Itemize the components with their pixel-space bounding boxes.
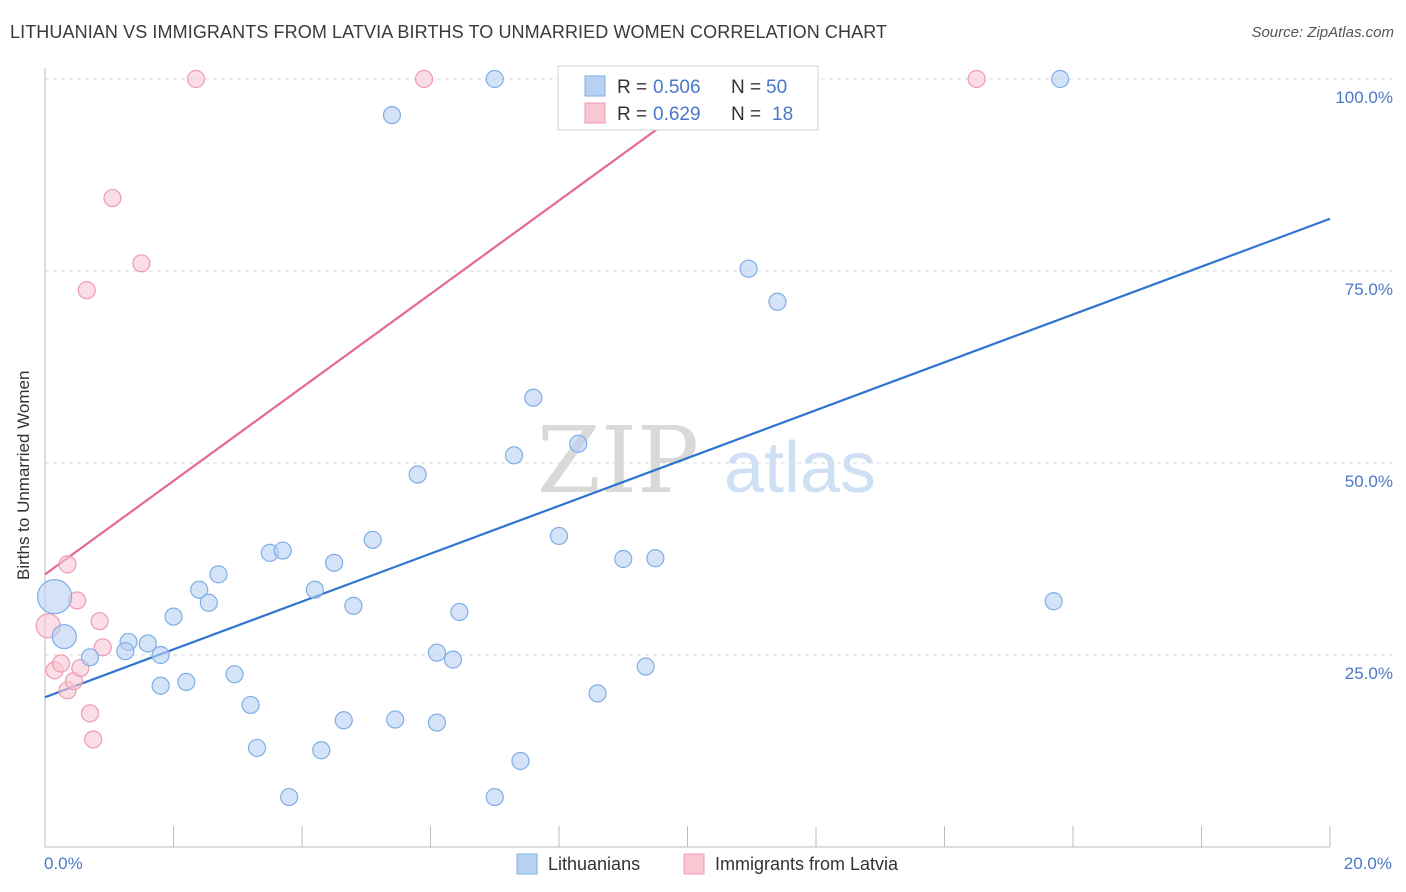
stats-legend-n-value: 18 — [772, 104, 793, 125]
point-lithuanians — [382, 105, 402, 125]
series-legend: Lithuanians Immigrants from Latvia — [516, 853, 899, 875]
point-latvia — [58, 555, 77, 574]
point-lithuanians — [443, 650, 463, 669]
grid-layer — [45, 78, 1392, 656]
point-lithuanians — [312, 741, 331, 760]
point-lithuanians — [80, 648, 100, 667]
y-axis-label-text: Births to Unmarried Women — [14, 370, 33, 580]
point-latvia — [186, 69, 206, 89]
point-lithuanians — [408, 465, 427, 484]
point-lithuanians — [427, 643, 447, 662]
point-lithuanians — [177, 672, 196, 691]
legend-label-latvia: Immigrants from Latvia — [715, 854, 899, 874]
point-latvia — [967, 69, 986, 89]
point-lithuanians — [164, 607, 183, 626]
point-lithuanians — [450, 602, 469, 622]
point-lithuanians — [344, 596, 363, 615]
point-lithuanians — [739, 259, 758, 278]
point-lithuanians — [37, 579, 73, 615]
point-latvia — [93, 638, 112, 657]
stats-legend: R = 0.506 N = 50 R = 0.629 N = 18 — [557, 65, 819, 131]
point-lithuanians — [636, 657, 655, 676]
point-lithuanians — [485, 69, 504, 89]
point-lithuanians — [209, 565, 228, 584]
trendline-latvia — [44, 78, 727, 576]
point-latvia — [132, 254, 151, 273]
point-lithuanians — [588, 684, 607, 703]
stats-legend-r-label: R = — [617, 77, 647, 98]
point-lithuanians — [768, 292, 787, 311]
point-lithuanians — [646, 549, 665, 568]
stats-legend-r-value: 0.506 — [653, 77, 701, 98]
point-latvia — [414, 69, 434, 89]
point-lithuanians — [549, 526, 569, 546]
watermark-atlas: atlas — [724, 428, 876, 508]
point-lithuanians — [138, 634, 157, 653]
point-lithuanians — [1044, 592, 1063, 611]
point-lithuanians — [199, 593, 218, 612]
point-latvia — [103, 188, 122, 208]
point-lithuanians — [363, 530, 382, 549]
point-lithuanians — [504, 446, 524, 465]
point-lithuanians — [334, 711, 353, 730]
y-axis-label: Births to Unmarried Women — [14, 251, 34, 580]
point-lithuanians — [273, 541, 292, 560]
axes-layer: 25.0% 50.0% 75.0% 100.0% — [44, 68, 1393, 848]
stats-legend-n-value: 50 — [766, 77, 787, 98]
stats-legend-n-label: N = — [731, 77, 761, 98]
point-lithuanians — [305, 580, 324, 599]
point-lithuanians — [614, 549, 633, 569]
y-tick-label: 75.0% — [1345, 280, 1393, 299]
trendlines — [44, 78, 1331, 699]
point-lithuanians — [225, 665, 244, 684]
point-lithuanians — [116, 642, 135, 661]
stats-legend-swatch-pink — [584, 102, 606, 124]
x-tick-label-min: 0.0% — [44, 854, 83, 873]
legend-label-lithuanians: Lithuanians — [548, 854, 640, 874]
point-lithuanians — [386, 710, 405, 729]
point-latvia — [84, 730, 103, 749]
stats-legend-r-label: R = — [617, 104, 647, 125]
point-lithuanians — [511, 751, 530, 771]
point-latvia — [51, 654, 71, 673]
data-points — [35, 69, 1070, 807]
y-tick-label: 50.0% — [1345, 472, 1393, 491]
x-tick-label-max: 20.0% — [1344, 854, 1392, 873]
stats-legend-swatch-blue — [584, 75, 606, 97]
watermark-zip: ZIP — [537, 407, 699, 514]
point-latvia — [80, 704, 100, 723]
point-latvia — [90, 612, 109, 631]
stats-legend-n-label: N = — [731, 104, 761, 125]
chart-title: LITHUANIAN VS IMMIGRANTS FROM LATVIA BIR… — [10, 22, 888, 42]
point-lithuanians — [151, 645, 170, 665]
point-lithuanians — [247, 738, 267, 758]
point-lithuanians — [569, 434, 588, 453]
point-lithuanians — [427, 713, 447, 732]
point-lithuanians — [1051, 69, 1070, 89]
point-latvia — [77, 281, 96, 300]
trendline-lithuanians — [44, 217, 1331, 699]
legend-swatch-latvia — [683, 853, 705, 875]
source-credit: Source: ZipAtlas.com — [1251, 24, 1394, 41]
point-lithuanians — [280, 787, 299, 807]
point-lithuanians — [190, 580, 209, 599]
point-lithuanians — [325, 553, 344, 572]
point-lithuanians — [524, 388, 543, 407]
stats-legend-r-value: 0.629 — [653, 104, 701, 125]
point-lithuanians — [241, 695, 260, 715]
y-tick-label: 25.0% — [1345, 664, 1393, 683]
legend-swatch-lithuanians — [516, 853, 538, 875]
point-lithuanians — [485, 787, 504, 807]
point-lithuanians — [51, 623, 77, 650]
point-lithuanians — [151, 676, 170, 695]
y-tick-label: 100.0% — [1335, 88, 1393, 107]
watermark: ZIP atlas — [537, 407, 876, 514]
